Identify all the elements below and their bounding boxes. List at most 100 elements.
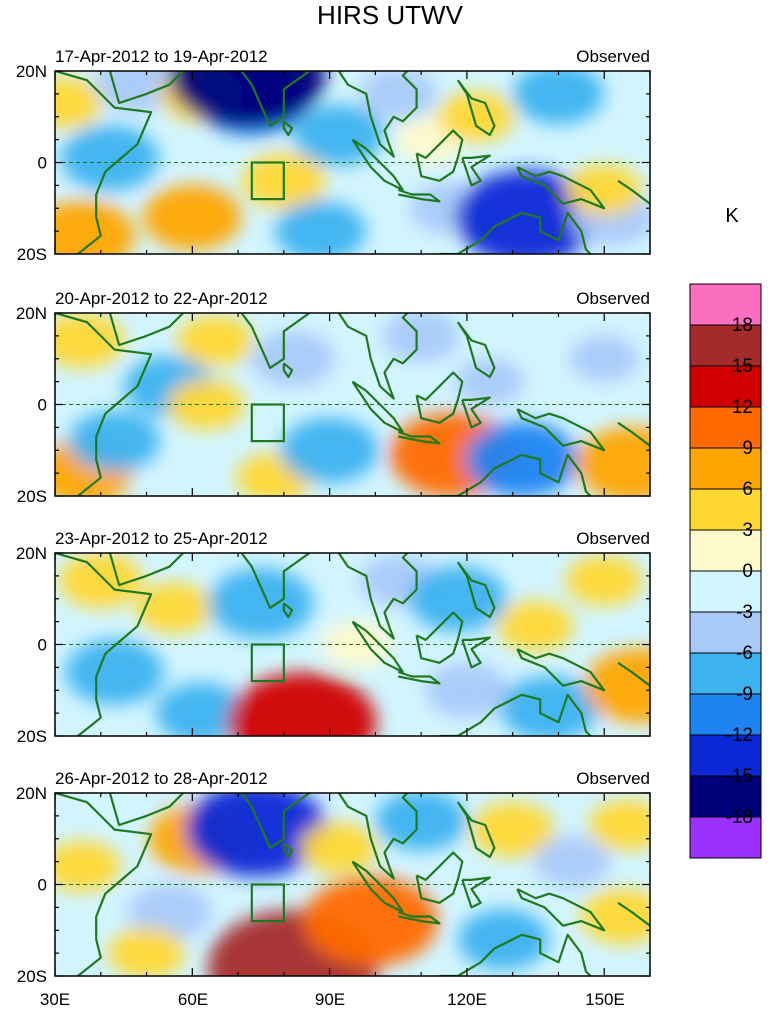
coastline [456, 79, 496, 137]
colorbar-label: 15 [732, 356, 753, 377]
anomaly-cell [457, 909, 550, 970]
coastline [461, 154, 491, 187]
colorbar-label: 0 [742, 561, 753, 582]
anomaly-cell [424, 662, 509, 719]
colorbar-swatch [689, 734, 762, 777]
coastline [228, 313, 312, 369]
panel-period: 17-Apr-2012 to 19-Apr-2012 [55, 47, 268, 66]
coastline [337, 71, 418, 158]
colorbar-swatch [689, 283, 762, 326]
anomaly-cell [280, 417, 379, 484]
anomaly-cell [588, 799, 650, 851]
coastline [516, 166, 606, 210]
coastline [516, 648, 606, 692]
coastline [228, 793, 312, 849]
coastlines [55, 793, 650, 976]
colorbar-label: -18 [726, 807, 753, 828]
coastline [282, 362, 294, 379]
coastline [55, 71, 153, 254]
chart-title: HIRS UTWV [317, 0, 464, 30]
axis-ticks [54, 792, 651, 977]
colorbar-label: -12 [726, 725, 753, 746]
coastlines [55, 313, 650, 496]
coastline [461, 876, 491, 909]
coastline [55, 553, 153, 736]
coastline [516, 408, 606, 452]
panel-period: 26-Apr-2012 to 28-Apr-2012 [55, 769, 268, 788]
anomaly-cell [584, 648, 650, 724]
x-tick-label: 30E [40, 990, 70, 1009]
anomaly-cell [575, 426, 650, 496]
coastline [617, 179, 650, 205]
y-tick-label: 20N [16, 304, 47, 323]
coastline [351, 380, 404, 434]
y-tick-label: 20S [17, 727, 47, 746]
coastline [516, 888, 606, 932]
coastline [439, 933, 592, 976]
coastline [282, 602, 294, 619]
x-tick-label: 60E [178, 990, 208, 1009]
colorbar-swatch [689, 570, 762, 613]
panel-period: 20-Apr-2012 to 22-Apr-2012 [55, 289, 268, 308]
coastline [351, 860, 404, 914]
anomaly-cell [68, 410, 161, 472]
coastline [55, 793, 153, 976]
anomaly-cell [65, 639, 164, 705]
y-tick-label: 0 [38, 636, 47, 655]
anomaly-cell [497, 600, 574, 652]
anomaly-cell [565, 164, 643, 216]
x-tick-label: 150E [585, 990, 625, 1009]
coastline [282, 842, 294, 859]
axis-ticks [54, 552, 651, 737]
coastline [617, 421, 650, 447]
anomaly-cell [135, 582, 213, 634]
y-tick-label: 20N [16, 544, 47, 563]
colorbar-swatch [689, 775, 762, 818]
colorbar-swatch [689, 447, 762, 490]
coastline [228, 71, 312, 127]
coastline [351, 620, 404, 674]
y-tick-label: 20S [17, 967, 47, 986]
anomaly-cell [227, 672, 377, 736]
anomaly-cell [143, 184, 242, 251]
coastline [351, 138, 404, 192]
x-axis-labels: 30E 60E 90E 120E 150E [40, 990, 625, 1009]
anomaly-cell [55, 200, 136, 254]
anomaly-field [55, 71, 650, 254]
coastline [108, 553, 184, 587]
coastline [439, 693, 592, 736]
coastline [108, 313, 184, 347]
panel-period: 23-Apr-2012 to 25-Apr-2012 [55, 529, 268, 548]
colorbar-label: 18 [732, 315, 753, 336]
anomaly-cell [169, 71, 326, 128]
panel-label: Observed [576, 529, 650, 548]
axis-ticks [54, 70, 651, 255]
axis-ticks [54, 312, 651, 497]
colorbar: 18 15 12 9 6 3 0 -3 -6 -9 -12 -15 -18 [689, 283, 762, 859]
panel: 17-Apr-2012 to 19-Apr-2012 Observed 20N 0… [16, 47, 651, 264]
colorbar-label: -3 [736, 602, 753, 623]
anomaly-cell [167, 378, 245, 431]
colorbar-label: 3 [742, 520, 753, 541]
y-tick-label: 20N [16, 62, 47, 81]
anomaly-cell [437, 91, 515, 143]
coastline [397, 670, 441, 685]
colorbar-label: 9 [742, 438, 753, 459]
colorbar-label: 6 [742, 479, 753, 500]
coastline [439, 453, 592, 496]
colorbar-swatch [689, 816, 762, 859]
coastline [439, 211, 592, 254]
coastline [397, 430, 441, 445]
panel: 26-Apr-2012 to 28-Apr-2012 Observed 20N 0… [16, 769, 651, 986]
panel: 20-Apr-2012 to 22-Apr-2012 Observed 20N 0… [16, 289, 651, 506]
coastline [397, 188, 441, 203]
anomaly-cell [455, 358, 525, 405]
colorbar-swatch [689, 529, 762, 572]
y-tick-label: 20N [16, 784, 47, 803]
anomaly-cell [565, 554, 643, 607]
anomaly-cell [108, 927, 185, 976]
colorbar-label: -6 [736, 643, 753, 664]
coastline [415, 851, 464, 904]
anomaly-cell [95, 71, 180, 113]
